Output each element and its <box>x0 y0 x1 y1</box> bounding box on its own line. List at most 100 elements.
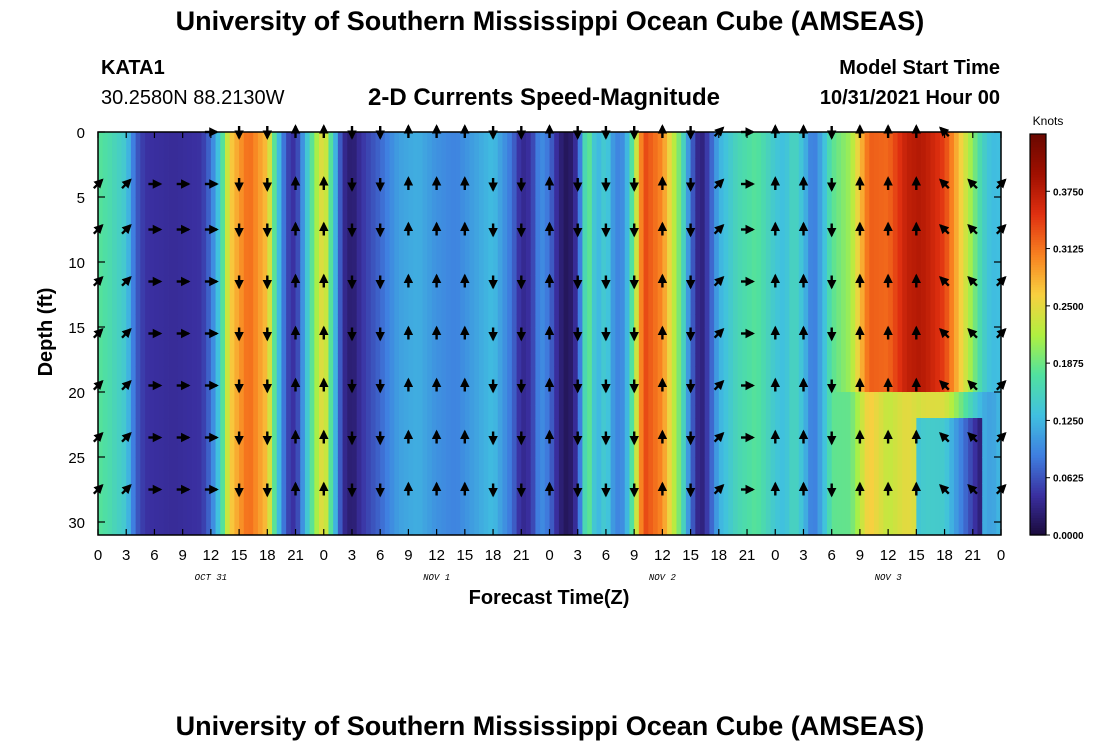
heat-cell <box>681 210 687 224</box>
heat-cell <box>629 314 635 328</box>
heat-cell <box>403 444 409 458</box>
heat-cell <box>638 405 644 419</box>
heat-cell <box>671 366 677 380</box>
heat-cell <box>427 496 433 510</box>
heat-cell <box>497 470 503 484</box>
heat-cell <box>784 470 790 484</box>
heat-cell <box>417 223 423 237</box>
heat-cell <box>836 262 842 276</box>
heat-cell <box>295 418 301 432</box>
heat-cell <box>201 483 207 497</box>
heat-cell <box>648 327 654 341</box>
heat-cell <box>342 457 348 471</box>
heat-cell <box>182 418 188 432</box>
heat-cell <box>718 392 724 406</box>
heat-cell <box>709 392 715 406</box>
heat-cell <box>591 158 597 172</box>
heat-cell <box>422 158 428 172</box>
heat-cell <box>718 470 724 484</box>
heat-cell <box>808 184 814 198</box>
heat-cell <box>648 249 654 263</box>
heat-cell <box>333 366 339 380</box>
heat-cell <box>794 457 800 471</box>
heat-cell <box>761 132 767 146</box>
heat-cell <box>634 353 640 367</box>
heat-cell <box>634 171 640 185</box>
heat-cell <box>516 171 522 185</box>
heat-cell <box>624 509 630 523</box>
heat-cell <box>328 366 334 380</box>
heat-cell <box>841 314 847 328</box>
heat-cell <box>257 327 264 341</box>
heat-cell <box>620 171 626 185</box>
heat-cell <box>248 418 254 432</box>
heat-cell <box>591 470 597 484</box>
heat-cell <box>638 262 644 276</box>
heat-cell <box>765 509 771 523</box>
heat-cell <box>587 379 593 393</box>
heat-cell <box>229 223 235 237</box>
heat-cell <box>417 340 423 354</box>
heat-cell <box>224 301 231 315</box>
heat-cell <box>723 301 729 315</box>
heat-cell <box>516 249 522 263</box>
heat-cell <box>304 262 311 276</box>
heat-cell <box>530 132 536 146</box>
heat-cell <box>328 522 334 536</box>
heat-cell <box>775 392 781 406</box>
heat-cell <box>765 379 771 393</box>
heat-cell <box>662 197 668 211</box>
heat-cell <box>262 340 268 354</box>
heat-cell <box>319 314 325 328</box>
heat-cell <box>140 184 146 198</box>
heat-cell <box>248 353 254 367</box>
heat-cell <box>422 132 428 146</box>
heat-cell <box>558 392 565 406</box>
heat-cell <box>140 288 146 302</box>
heat-cell <box>563 353 569 367</box>
heat-cell <box>210 418 216 432</box>
heat-cell <box>629 210 635 224</box>
heat-cell <box>422 340 428 354</box>
heat-cell <box>173 444 179 458</box>
heat-cell <box>196 522 202 536</box>
heat-cell <box>577 496 583 510</box>
heat-cell <box>596 483 602 497</box>
heat-cell <box>511 210 517 224</box>
heat-cell <box>685 509 691 523</box>
heat-cell <box>427 483 433 497</box>
heat-cell <box>173 366 179 380</box>
heat-cell <box>577 210 583 224</box>
heat-cell <box>521 418 527 432</box>
heat-cell <box>643 496 649 510</box>
heat-cell <box>732 288 739 302</box>
heat-cell <box>657 457 663 471</box>
heat-cell <box>681 444 687 458</box>
heat-cell <box>121 262 127 276</box>
heat-cell <box>201 158 207 172</box>
heat-cell <box>281 509 287 523</box>
heat-cell <box>662 366 668 380</box>
heat-cell <box>140 353 146 367</box>
heat-cell <box>836 405 842 419</box>
heat-cell <box>201 171 207 185</box>
heat-cell <box>300 522 306 536</box>
heat-cell <box>187 457 193 471</box>
heat-cell <box>695 457 701 471</box>
heat-cell <box>502 509 508 523</box>
heat-cell <box>135 132 141 146</box>
heat-cell <box>845 197 851 211</box>
heat-cell <box>182 262 188 276</box>
heat-cell <box>596 444 602 458</box>
heat-cell <box>333 353 339 367</box>
heat-cell <box>798 340 804 354</box>
heat-cell <box>812 470 818 484</box>
heat-cell <box>116 392 122 406</box>
heat-cell <box>667 210 673 224</box>
heat-cell <box>756 210 762 224</box>
heat-cell <box>615 431 621 445</box>
heat-cell <box>770 184 776 198</box>
heat-cell <box>281 418 287 432</box>
heat-cell <box>276 275 282 289</box>
heat-cell <box>841 236 847 250</box>
